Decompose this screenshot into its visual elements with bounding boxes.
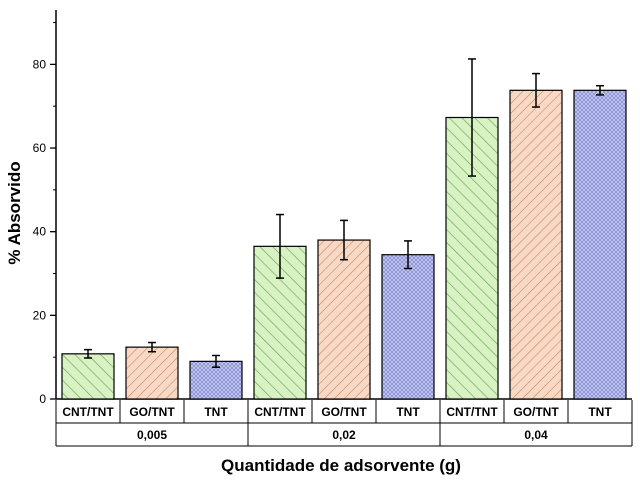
group-label: 0,005 <box>137 428 167 442</box>
category-label: TNT <box>396 405 420 419</box>
bar-go-tnt <box>509 89 563 400</box>
bar-tnt <box>573 89 627 400</box>
category-label: CNT/TNT <box>446 405 498 419</box>
y-tick-label: 80 <box>33 57 47 71</box>
plot-area: 0 20 40 60 80 CNT/TNT GO/TNT TNT 0,005 CNT/TNT GO/… <box>33 10 633 447</box>
bar-go-tnt <box>125 346 179 400</box>
bar-go-tnt <box>317 239 371 400</box>
group-label: 0,04 <box>524 428 548 442</box>
bar-tnt <box>381 254 435 400</box>
category-label: TNT <box>588 405 612 419</box>
y-tick-label: 0 <box>39 392 46 406</box>
category-label: GO/TNT <box>321 405 367 419</box>
category-label: CNT/TNT <box>254 405 306 419</box>
y-tick-label: 40 <box>33 225 47 239</box>
y-tick-label: 60 <box>33 141 47 155</box>
y-axis-title: % Absorvido <box>5 161 24 264</box>
category-label: CNT/TNT <box>62 405 114 419</box>
category-label: GO/TNT <box>513 405 559 419</box>
y-tick-label: 20 <box>33 308 47 322</box>
category-label: GO/TNT <box>129 405 175 419</box>
x-axis-title: Quantidade de adsorvente (g) <box>221 456 461 475</box>
group-label: 0,02 <box>332 428 356 442</box>
category-label: TNT <box>204 405 228 419</box>
bar-cnt-tnt <box>61 353 115 400</box>
